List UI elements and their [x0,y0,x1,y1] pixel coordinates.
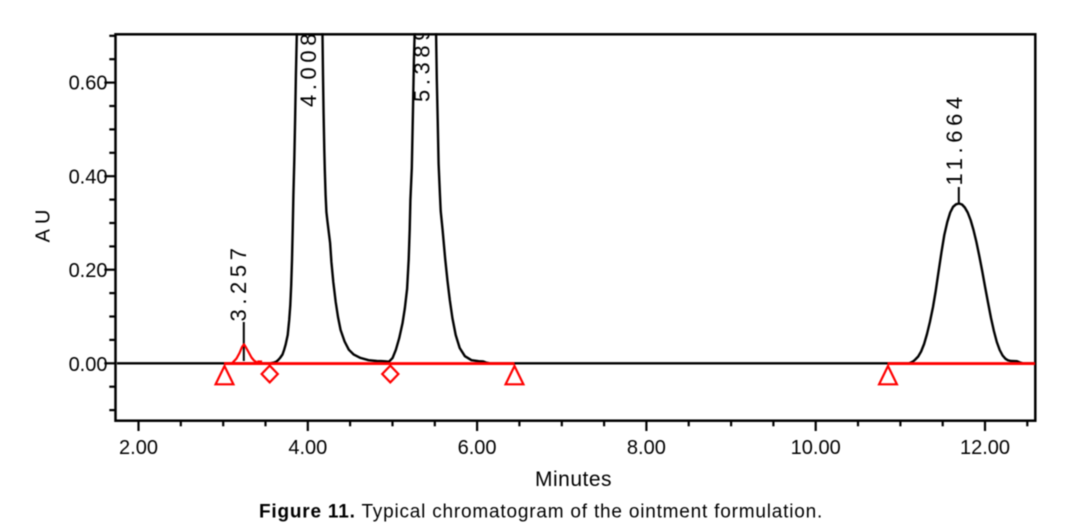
svg-text:4.008: 4.008 [296,29,321,107]
svg-text:0.00: 0.00 [69,354,108,376]
svg-text:10.00: 10.00 [791,437,841,459]
svg-text:0.60: 0.60 [69,73,108,95]
svg-text:8.00: 8.00 [627,437,666,459]
svg-text:Figure 11. Typical chromatogra: Figure 11. Typical chromatogram of the o… [259,502,823,523]
svg-text:6.00: 6.00 [458,437,497,459]
svg-text:Minutes: Minutes [535,468,612,491]
svg-text:AU: AU [33,205,55,243]
svg-text:4.00: 4.00 [288,437,327,459]
svg-text:11.664: 11.664 [942,92,967,185]
svg-text:0.20: 0.20 [69,260,108,282]
svg-text:3.257: 3.257 [226,243,251,321]
svg-text:2.00: 2.00 [119,437,158,459]
svg-text:0.40: 0.40 [69,167,108,189]
svg-text:12.00: 12.00 [960,437,1010,459]
